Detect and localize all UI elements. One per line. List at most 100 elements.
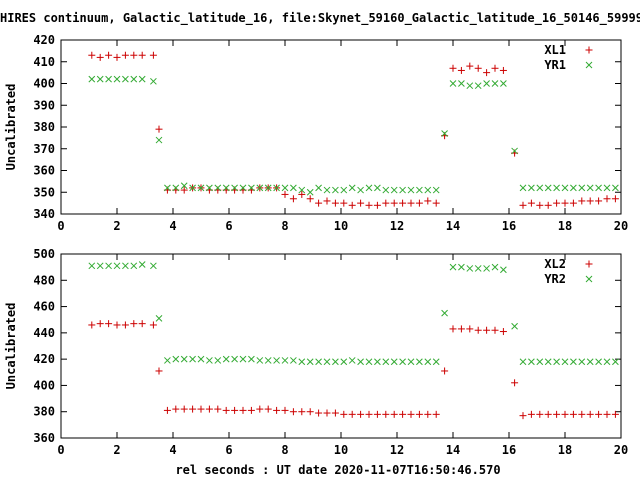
data-point [222, 184, 230, 192]
data-point [281, 357, 289, 364]
data-point [527, 410, 535, 418]
data-point [595, 184, 602, 192]
data-point [511, 379, 519, 387]
data-point [273, 406, 281, 414]
data-point [239, 355, 247, 363]
data-point [289, 408, 297, 416]
data-point [306, 188, 314, 196]
data-point [603, 410, 611, 418]
series-XL2 [88, 320, 619, 420]
data-point [527, 199, 535, 207]
data-point [399, 410, 407, 418]
data-point [96, 53, 104, 61]
x-tick-label: 4 [169, 219, 176, 233]
data-point [155, 315, 163, 322]
data-point [281, 406, 289, 414]
data-point [586, 410, 594, 418]
data-point [578, 197, 586, 205]
data-point [149, 51, 157, 59]
data-point [150, 77, 157, 85]
data-point [382, 358, 390, 366]
data-point [474, 326, 482, 334]
data-point [163, 406, 171, 414]
x-tick-label: 2 [113, 443, 120, 457]
data-point [214, 357, 222, 364]
y-tick-label: 400 [33, 77, 55, 91]
data-point [586, 358, 594, 366]
data-point [611, 195, 619, 203]
data-point [214, 184, 222, 192]
data-point [256, 357, 264, 364]
y-tick-label: 500 [33, 247, 55, 261]
data-point [365, 358, 373, 366]
data-point [536, 410, 544, 418]
data-point [586, 184, 594, 192]
data-point [315, 409, 323, 417]
data-point [536, 358, 544, 366]
data-point [491, 263, 499, 271]
data-point [365, 184, 373, 192]
data-point [415, 410, 423, 418]
data-point [415, 199, 423, 207]
data-point [239, 184, 247, 192]
legend-label: XL2 [544, 257, 566, 271]
data-point [432, 199, 440, 207]
series-YR1 [88, 75, 619, 196]
data-point [138, 75, 146, 83]
data-point [138, 261, 146, 268]
data-point [382, 199, 390, 207]
data-point [357, 199, 365, 207]
data-point [180, 186, 188, 194]
data-point [130, 320, 138, 328]
data-point [416, 186, 423, 194]
data-point [289, 195, 297, 203]
data-point [544, 358, 552, 366]
data-point [180, 355, 188, 363]
data-point [569, 410, 577, 418]
x-tick-label: 6 [225, 219, 232, 233]
data-point [155, 367, 163, 375]
data-point [612, 358, 619, 366]
y-axis-title: Uncalibrated [4, 84, 18, 171]
data-point [561, 199, 569, 207]
data-point [231, 355, 238, 363]
data-point [306, 408, 314, 416]
plot-panel-2: 360 380 400 420 440 460 480 500 0 2 4 6 8 10 12 14 16 18 2… [4, 247, 628, 457]
data-point [424, 197, 432, 205]
data-point [483, 265, 490, 272]
y-tick-label: 380 [33, 120, 55, 134]
data-point [603, 358, 611, 366]
data-point [340, 410, 348, 418]
y-tick-label: 410 [33, 55, 55, 69]
x-tick-label: 0 [57, 443, 64, 457]
x-tick-label: 20 [614, 219, 628, 233]
data-point [180, 405, 188, 413]
data-point [88, 262, 96, 270]
data-point [491, 326, 499, 334]
x-tick-label: 12 [390, 219, 404, 233]
data-point [340, 358, 348, 366]
data-point [264, 357, 272, 364]
x-tick-label: 10 [334, 443, 348, 457]
data-point [474, 82, 482, 90]
data-point [449, 80, 457, 87]
data-point [373, 201, 381, 209]
data-point [88, 51, 96, 59]
x-tick-label: 16 [502, 219, 516, 233]
data-point [332, 186, 339, 194]
data-point [315, 199, 323, 207]
legend-label: YR2 [544, 272, 566, 286]
data-point [519, 412, 527, 420]
data-point [189, 184, 196, 192]
legend-marker [585, 61, 593, 69]
data-point [499, 328, 507, 336]
y-tick-label: 400 [33, 378, 55, 392]
data-point [113, 321, 121, 329]
data-point [611, 410, 619, 418]
data-point [457, 66, 465, 74]
data-point [407, 186, 415, 194]
data-point [483, 326, 491, 334]
data-point [466, 325, 474, 333]
data-point [348, 357, 356, 364]
